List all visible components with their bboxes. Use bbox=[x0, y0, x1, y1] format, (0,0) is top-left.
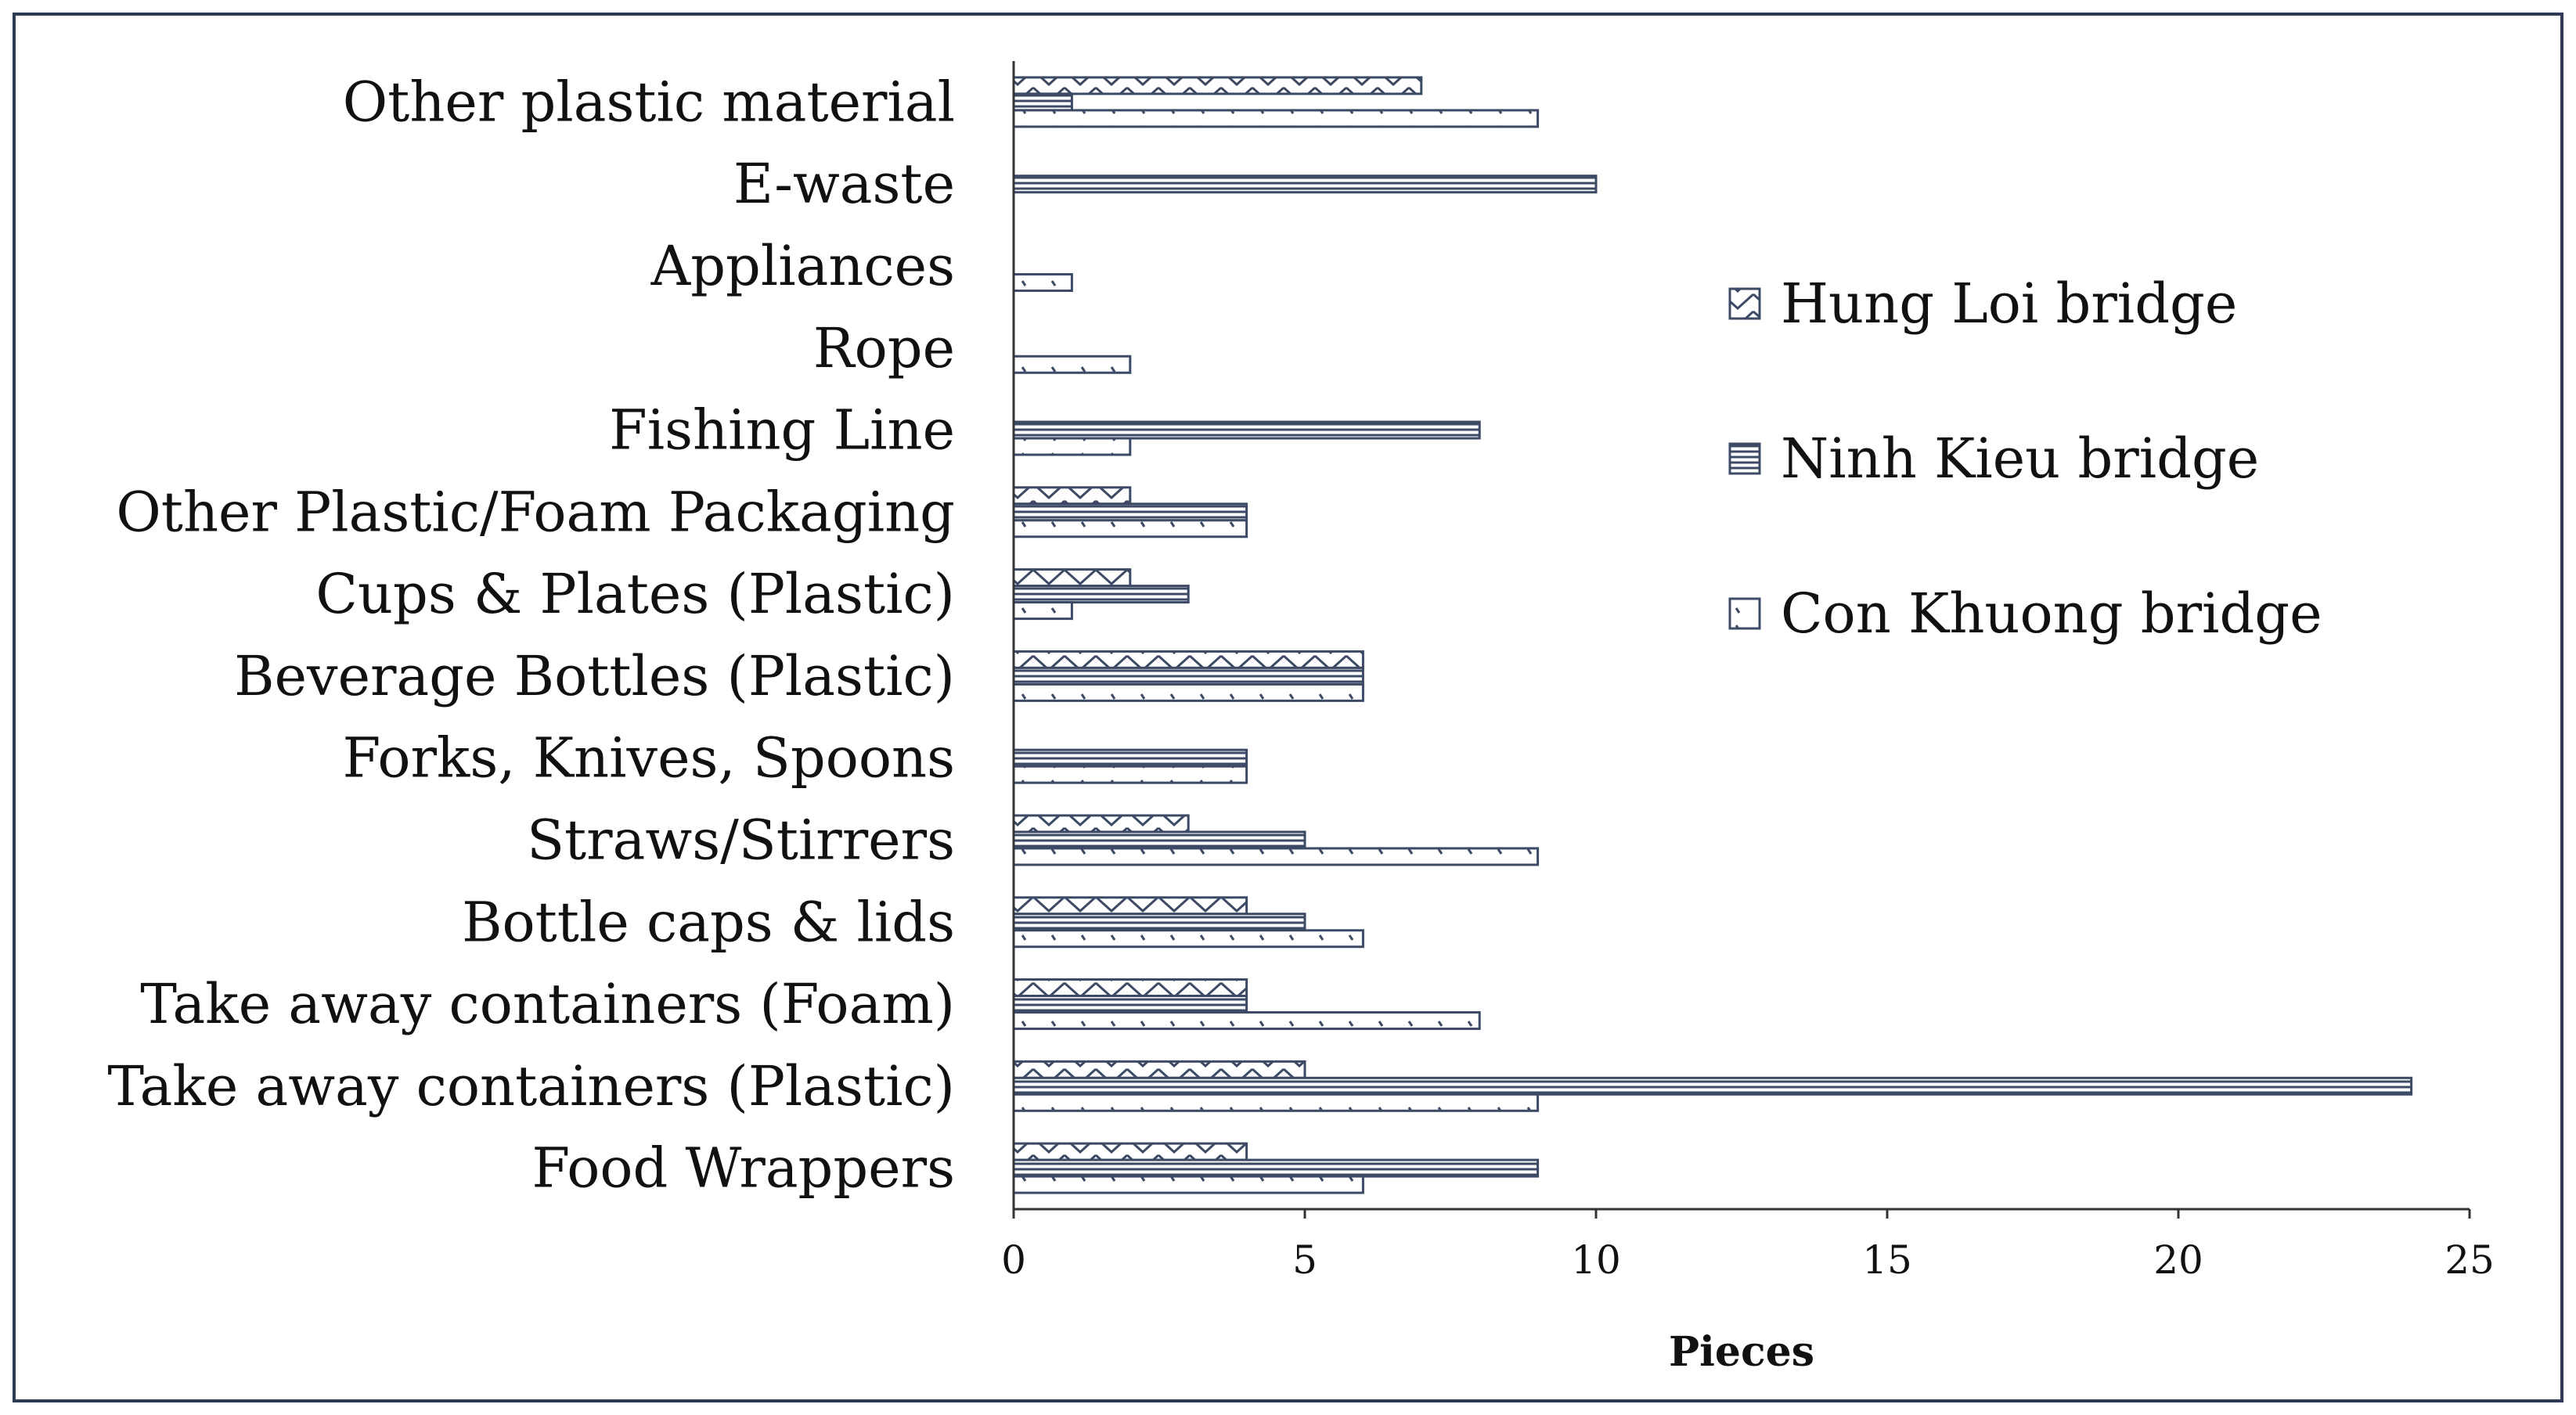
bar-con-khuong-bridge-fishing-line bbox=[1012, 437, 1132, 456]
bar-con-khuong-bridge-appliances bbox=[1012, 272, 1073, 292]
bar-ninh-kieu-bridge-cups-plates-plastic bbox=[1012, 585, 1190, 604]
x-axis-title: Pieces bbox=[1669, 1328, 1814, 1376]
category-label-food-wrappers: Food Wrappers bbox=[531, 1136, 955, 1201]
category-labels: Other plastic material E-waste Appliances R… bbox=[107, 70, 955, 1200]
bar-con-khuong-bridge-forks-knives-spoons bbox=[1012, 765, 1248, 784]
bar-hung-loi-bridge-bottle-caps-lids bbox=[1012, 896, 1248, 916]
bar-con-khuong-bridge-beverage-bottles-plastic bbox=[1012, 682, 1364, 702]
bar-ninh-kieu-bridge-take-away-containers-plastic bbox=[1012, 1076, 2413, 1096]
bar-hung-loi-bridge-cups-plates-plastic bbox=[1012, 568, 1132, 588]
bar-con-khuong-bridge-other-plastic-material bbox=[1012, 109, 1540, 128]
bar-hung-loi-bridge-take-away-containers-foam bbox=[1012, 978, 1248, 998]
bar-hung-loi-bridge-straws-stirrers bbox=[1012, 814, 1190, 834]
category-label-rope: Rope bbox=[813, 316, 955, 380]
bar-hung-loi-bridge-other-plastic-material bbox=[1012, 76, 1423, 95]
bar-ninh-kieu-bridge-straws-stirrers bbox=[1012, 830, 1306, 850]
bar-ninh-kieu-bridge-beverage-bottles-plastic bbox=[1012, 666, 1364, 686]
bar-hung-loi-bridge-other-plastic-foam-packaging bbox=[1012, 486, 1132, 506]
legend-swatch-hung-loi-bridge bbox=[1728, 287, 1761, 320]
category-label-other-plastic-foam-packaging: Other Plastic/Foam Packaging bbox=[116, 480, 955, 544]
bar-ninh-kieu-bridge-take-away-containers-foam bbox=[1012, 995, 1248, 1014]
bar-ninh-kieu-bridge-other-plastic-material bbox=[1012, 92, 1073, 112]
bar-con-khuong-bridge-cups-plates-plastic bbox=[1012, 601, 1073, 621]
bar-con-khuong-bridge-bottle-caps-lids bbox=[1012, 929, 1364, 949]
bar-hung-loi-bridge-food-wrappers bbox=[1012, 1142, 1248, 1161]
category-label-cups-plates-plastic: Cups & Plates (Plastic) bbox=[315, 562, 955, 626]
bar-con-khuong-bridge-food-wrappers bbox=[1012, 1175, 1364, 1194]
bar-con-khuong-bridge-rope bbox=[1012, 355, 1132, 374]
bar-ninh-kieu-bridge-other-plastic-foam-packaging bbox=[1012, 502, 1248, 522]
bar-ninh-kieu-bridge-bottle-caps-lids bbox=[1012, 913, 1306, 932]
bar-con-khuong-bridge-straws-stirrers bbox=[1012, 847, 1540, 866]
bar-hung-loi-bridge-take-away-containers-plastic bbox=[1012, 1060, 1306, 1079]
legend: Hung Loi bridge Ninh Kieu bridge Con Khuon… bbox=[1728, 272, 2322, 646]
bar-ninh-kieu-bridge-fishing-line bbox=[1012, 420, 1481, 440]
legend-swatch-ninh-kieu-bridge bbox=[1728, 442, 1761, 475]
legend-swatch-con-khuong-bridge bbox=[1728, 597, 1761, 630]
x-tick-label-10: 10 bbox=[1571, 1237, 1621, 1283]
category-label-forks-knives-spoons: Forks, Knives, Spoons bbox=[343, 726, 955, 790]
category-label-fishing-line: Fishing Line bbox=[609, 398, 955, 463]
category-label-bottle-caps-lids: Bottle caps & lids bbox=[462, 890, 955, 954]
legend-label-con-khuong-bridge: Con Khuong bridge bbox=[1781, 581, 2322, 646]
bar-con-khuong-bridge-other-plastic-foam-packaging bbox=[1012, 519, 1248, 538]
bar-hung-loi-bridge-beverage-bottles-plastic bbox=[1012, 650, 1364, 669]
x-tick-labels: 0 5 10 15 20 25 bbox=[1001, 1209, 2495, 1283]
bar-con-khuong-bridge-take-away-containers-plastic bbox=[1012, 1093, 1540, 1112]
category-label-appliances: Appliances bbox=[650, 234, 955, 298]
x-tick-label-15: 15 bbox=[1862, 1237, 1912, 1283]
category-label-e-waste: E-waste bbox=[733, 152, 955, 216]
bar-ninh-kieu-bridge-e-waste bbox=[1012, 175, 1598, 194]
category-label-beverage-bottles-plastic: Beverage Bottles (Plastic) bbox=[234, 644, 955, 708]
legend-label-ninh-kieu-bridge: Ninh Kieu bridge bbox=[1781, 427, 2259, 491]
x-tick-label-25: 25 bbox=[2444, 1237, 2495, 1283]
bar-ninh-kieu-bridge-forks-knives-spoons bbox=[1012, 748, 1248, 768]
category-label-straws-stirrers: Straws/Stirrers bbox=[527, 808, 955, 872]
bar-con-khuong-bridge-take-away-containers-foam bbox=[1012, 1011, 1481, 1031]
bar-ninh-kieu-bridge-food-wrappers bbox=[1012, 1158, 1540, 1178]
category-label-other-plastic-material: Other plastic material bbox=[343, 70, 955, 134]
bars-layer bbox=[1012, 76, 2413, 1194]
category-label-take-away-containers-plastic: Take away containers (Plastic) bbox=[107, 1054, 955, 1118]
category-label-take-away-containers-foam: Take away containers (Foam) bbox=[140, 972, 955, 1036]
x-tick-label-20: 20 bbox=[2153, 1237, 2203, 1283]
legend-label-hung-loi-bridge: Hung Loi bridge bbox=[1781, 272, 2237, 336]
x-tick-label-0: 0 bbox=[1001, 1237, 1026, 1283]
x-tick-label-5: 5 bbox=[1292, 1237, 1317, 1283]
